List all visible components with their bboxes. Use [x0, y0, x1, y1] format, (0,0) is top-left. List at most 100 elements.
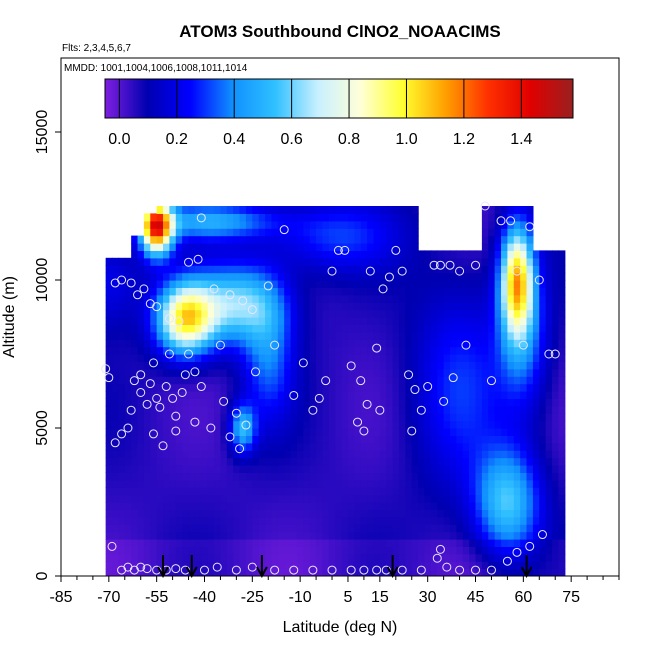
field-cell — [405, 487, 413, 496]
field-cell — [481, 331, 489, 340]
field-cell — [520, 206, 528, 214]
field-cell — [475, 361, 483, 370]
field-cell — [322, 302, 330, 311]
field-cell — [296, 220, 304, 229]
field-cell — [398, 479, 406, 488]
field-cell — [207, 294, 215, 303]
field-cell — [194, 287, 202, 296]
field-cell — [443, 457, 451, 466]
field-cell — [462, 561, 470, 570]
colorbar-tick-label: 1.2 — [453, 131, 475, 148]
field-cell — [328, 346, 336, 355]
field-cell — [175, 376, 183, 385]
field-cell — [303, 243, 311, 251]
field-cell — [214, 272, 222, 281]
field-cell — [296, 346, 304, 355]
field-cell — [411, 206, 419, 214]
field-cell — [545, 413, 553, 422]
x-tick-label: -55 — [145, 589, 168, 606]
field-cell — [552, 442, 560, 451]
field-cell — [481, 228, 489, 237]
field-cell — [290, 457, 298, 466]
field-cell — [226, 391, 234, 399]
field-cell — [437, 413, 445, 422]
field-cell — [437, 309, 445, 318]
field-cell — [188, 502, 196, 510]
field-cell — [558, 457, 566, 466]
field-cell — [226, 324, 234, 333]
field-cell — [532, 280, 540, 288]
field-cell — [163, 391, 171, 399]
field-cell — [481, 250, 489, 259]
field-cell — [367, 250, 375, 259]
field-cell — [532, 509, 540, 518]
field-cell — [335, 524, 343, 533]
field-cell — [296, 257, 304, 266]
field-cell — [201, 457, 209, 466]
field-cell — [462, 546, 470, 555]
field-cell — [475, 494, 483, 503]
field-cell — [169, 494, 177, 503]
field-cell — [277, 568, 285, 576]
field-cell — [526, 561, 534, 570]
field-cell — [284, 368, 292, 377]
field-cell — [143, 405, 151, 414]
field-cell — [252, 398, 260, 407]
field-cell — [488, 405, 496, 414]
field-cell — [131, 257, 139, 266]
field-cell — [475, 302, 483, 311]
field-cell — [558, 413, 566, 422]
field-cell — [462, 502, 470, 510]
field-cell — [424, 553, 432, 562]
field-cell — [424, 376, 432, 385]
field-cell — [335, 346, 343, 355]
field-cell — [252, 383, 260, 392]
field-cell — [437, 317, 445, 325]
field-cell — [175, 450, 183, 459]
field-cell — [226, 213, 234, 222]
field-cell — [226, 428, 234, 436]
field-cell — [163, 531, 171, 540]
field-cell — [379, 531, 387, 540]
field-cell — [545, 553, 553, 562]
field-cell — [347, 450, 355, 459]
field-cell — [367, 479, 375, 488]
field-cell — [392, 309, 400, 318]
field-cell — [303, 420, 311, 429]
field-cell — [207, 465, 215, 473]
field-cell — [233, 546, 241, 555]
field-cell — [163, 220, 171, 229]
field-cell — [405, 220, 413, 229]
field-cell — [284, 257, 292, 266]
field-cell — [558, 250, 566, 259]
field-cell — [328, 398, 336, 407]
field-cell — [418, 531, 426, 540]
field-cell — [532, 546, 540, 555]
field-cell — [182, 294, 190, 303]
field-cell — [226, 509, 234, 518]
field-cell — [201, 487, 209, 496]
field-cell — [488, 420, 496, 429]
field-cell — [220, 206, 228, 214]
field-cell — [539, 509, 547, 518]
field-cell — [265, 516, 273, 525]
field-cell — [169, 280, 177, 288]
field-cell — [252, 435, 260, 444]
field-cell — [169, 413, 177, 422]
field-cell — [309, 302, 317, 311]
field-cell — [405, 331, 413, 340]
field-cell — [469, 553, 477, 562]
field-cell — [462, 442, 470, 451]
field-cell — [271, 472, 279, 481]
field-cell — [105, 479, 113, 488]
field-cell — [214, 213, 222, 222]
field-cell — [354, 302, 362, 311]
field-cell — [405, 413, 413, 422]
field-cell — [169, 465, 177, 473]
field-cell — [386, 509, 394, 518]
field-cell — [405, 494, 413, 503]
field-cell — [456, 450, 464, 459]
field-cell — [513, 524, 521, 533]
field-cell — [150, 331, 158, 340]
field-cell — [303, 487, 311, 496]
